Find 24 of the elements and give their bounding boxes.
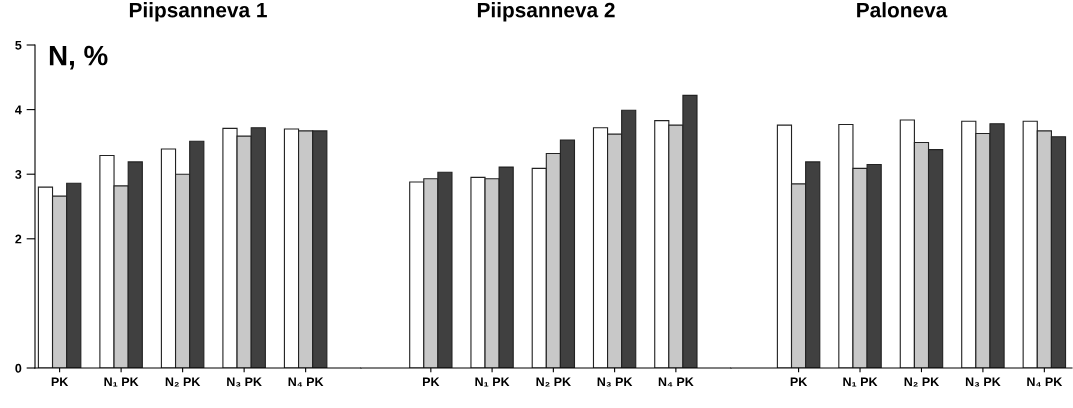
x-tick-label: N₄ PK <box>1027 377 1063 387</box>
x-tick-label: N₃ PK <box>965 377 1001 387</box>
x-tick-label: N₁ PK <box>843 377 878 387</box>
y-tick-label: 2 <box>15 234 22 244</box>
y-tick-label: 3 <box>15 170 22 179</box>
y-tick-label: 4 <box>15 105 22 115</box>
x-tick-label: N₁ PK <box>104 377 139 387</box>
chart-title: Piipsanneva 2 <box>477 2 615 22</box>
x-tick-label: N₃ PK <box>597 377 633 387</box>
y-tick-label: 0 <box>15 363 22 373</box>
x-tick-label: N₂ PK <box>536 377 571 387</box>
y-tick-label: 5 <box>15 40 22 50</box>
x-tick-label: PK <box>422 377 440 387</box>
x-tick-label: N₄ PK <box>288 377 324 387</box>
y-axis-title: N, % <box>49 45 108 70</box>
chart-title: Piipsanneva 1 <box>129 2 267 22</box>
x-tick-label: N₁ PK <box>475 377 510 387</box>
x-tick-label: N₂ PK <box>904 377 940 387</box>
x-tick-label: N₃ PK <box>227 377 262 387</box>
x-tick-label: N₂ PK <box>165 377 201 387</box>
x-tick-label: PK <box>790 377 808 387</box>
chart-title: Paloneva <box>857 2 948 18</box>
x-tick-label: N₄ PK <box>658 377 694 387</box>
x-tick-label: PK <box>51 377 69 387</box>
